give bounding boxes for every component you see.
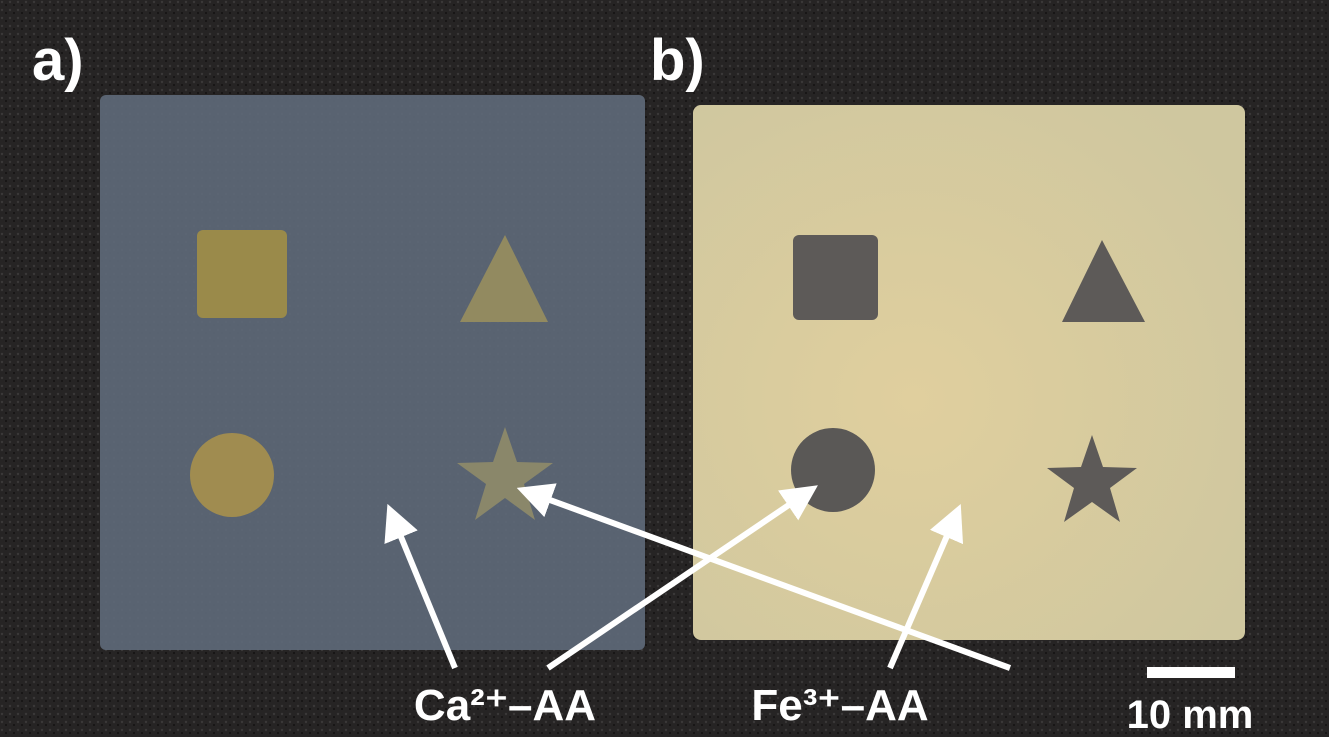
panel-label: b) xyxy=(650,28,705,93)
arrow xyxy=(516,483,1012,671)
arrow xyxy=(887,503,964,670)
scale-label: 10 mm xyxy=(1127,693,1254,737)
hydrogel-sheet-a xyxy=(100,95,645,650)
triangle-shape xyxy=(460,235,548,322)
circle-shape xyxy=(791,428,875,512)
star-shape xyxy=(1047,435,1137,522)
circle-shape xyxy=(190,433,274,517)
arrow xyxy=(384,503,458,670)
annotation: Fe³⁺–AA xyxy=(751,681,928,730)
hydrogel-sheet-b xyxy=(693,105,1245,640)
square-shape xyxy=(197,230,287,318)
square-shape xyxy=(793,235,878,320)
arrow xyxy=(546,485,818,671)
star-shape xyxy=(457,427,553,520)
panel-label: a) xyxy=(32,28,84,93)
annotation: Ca²⁺–AA xyxy=(414,681,596,730)
scale-bar xyxy=(1147,667,1235,678)
triangle-shape xyxy=(1062,240,1145,322)
